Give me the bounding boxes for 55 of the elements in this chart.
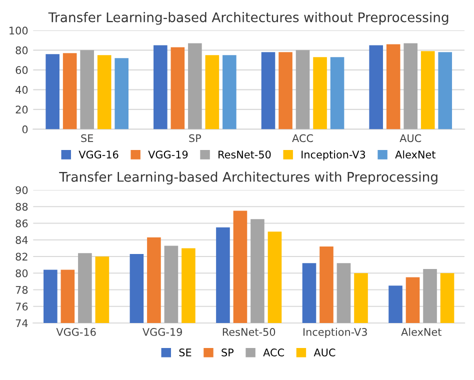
bar (386, 44, 400, 130)
x-tick-label: VGG-16 (56, 328, 96, 336)
bar (97, 55, 112, 130)
y-tick-label: 76 (16, 302, 28, 310)
legend-label: SE (179, 348, 192, 356)
legend-label: VGG-16 (78, 150, 118, 158)
y-tick-label: 74 (16, 319, 28, 327)
x-tick-label: Inception-V3 (304, 328, 367, 338)
bar (154, 45, 168, 130)
x-tick-label: VGG-19 (142, 328, 182, 336)
bar (278, 52, 292, 130)
bar (170, 47, 185, 130)
chart-title: Transfer Learning-based Architectures without Preprocessing (48, 12, 448, 25)
bar (404, 43, 418, 130)
x-tick-label: SE (81, 134, 94, 142)
y-tick-label: 84 (16, 236, 28, 244)
legend-label: Inception-V3 (302, 150, 366, 161)
legend-label: VGG-19 (148, 150, 188, 158)
x-tick-label: ResNet-50 (222, 328, 276, 336)
bar (62, 53, 77, 130)
y-tick-label: 20 (16, 106, 28, 114)
y-tick-label: 0 (22, 125, 28, 134)
bar (188, 43, 202, 130)
bar (114, 58, 129, 130)
bar (261, 52, 276, 130)
legend-label: SP (222, 348, 234, 356)
bar (438, 52, 452, 130)
y-tick-label: 90 (16, 186, 28, 194)
y-tick-label: 40 (16, 86, 28, 94)
bar (420, 51, 435, 130)
y-tick-label: 60 (16, 66, 28, 74)
y-tick-label: 100 (10, 26, 28, 35)
x-tick-label: SP (189, 134, 202, 142)
bar (46, 54, 60, 130)
legend-label: ACC (263, 348, 284, 356)
y-tick-label: 80 (16, 46, 28, 54)
bar (369, 45, 383, 130)
bar (205, 55, 220, 130)
y-tick-label: 78 (16, 286, 28, 294)
x-tick-label: ACC (292, 134, 313, 142)
chart-title: Transfer Learning-based Architectures with Preprocessing (59, 172, 438, 184)
legend-label: ResNet-50 (218, 150, 271, 158)
y-tick-label: 88 (16, 202, 28, 211)
bar (330, 57, 344, 130)
legend-label: AlexNet (395, 150, 436, 158)
bar (80, 50, 94, 130)
x-tick-label: AlexNet (401, 328, 442, 336)
y-tick-label: 86 (16, 219, 28, 228)
y-tick-label: 80 (16, 269, 28, 278)
bar (296, 50, 310, 130)
x-tick-label: AUC (400, 134, 422, 142)
y-tick-label: 82 (16, 252, 28, 261)
bar (313, 57, 327, 130)
bar (222, 55, 236, 130)
legend-label: AUC (314, 348, 336, 356)
